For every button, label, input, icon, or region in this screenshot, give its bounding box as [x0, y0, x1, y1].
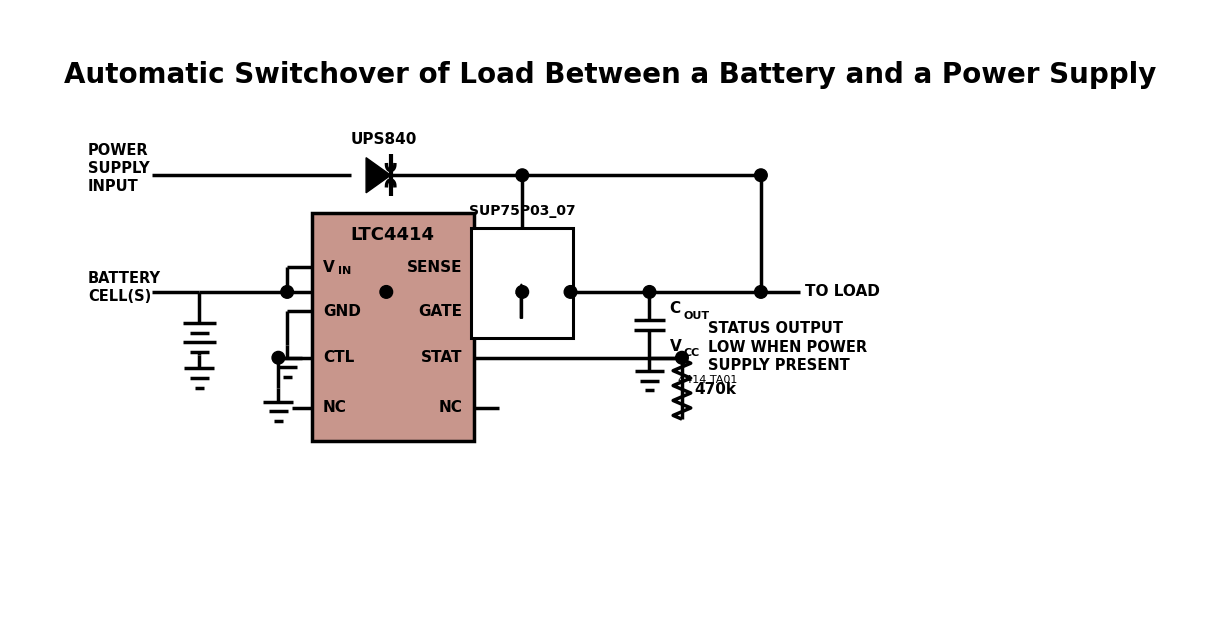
Text: Automatic Switchover of Load Between a Battery and a Power Supply: Automatic Switchover of Load Between a B…	[63, 61, 1157, 89]
Circle shape	[676, 351, 688, 364]
Text: STAT: STAT	[421, 350, 462, 365]
Text: POWER
SUPPLY
INPUT: POWER SUPPLY INPUT	[88, 143, 150, 194]
Circle shape	[379, 285, 393, 298]
Bar	[311, 213, 475, 441]
Text: SUP75P03_07: SUP75P03_07	[468, 204, 576, 218]
Text: 4414 TA01: 4414 TA01	[677, 375, 737, 385]
Text: NC: NC	[439, 400, 462, 415]
Circle shape	[755, 285, 767, 298]
Text: GATE: GATE	[418, 304, 462, 319]
Circle shape	[643, 285, 656, 298]
Text: GND: GND	[323, 304, 361, 319]
Text: C: C	[670, 301, 681, 316]
Bar	[471, 228, 573, 337]
Text: V: V	[323, 260, 334, 275]
Text: OUT: OUT	[683, 310, 710, 321]
Circle shape	[281, 285, 294, 298]
Text: UPS840: UPS840	[350, 132, 417, 147]
Text: LTC4414: LTC4414	[351, 226, 434, 244]
Polygon shape	[366, 157, 390, 193]
Text: TO LOAD: TO LOAD	[805, 284, 880, 300]
Circle shape	[516, 285, 528, 298]
Text: V: V	[670, 339, 682, 354]
Circle shape	[564, 285, 577, 298]
Text: CC: CC	[683, 348, 700, 358]
Text: BATTERY
CELL(S): BATTERY CELL(S)	[88, 271, 161, 304]
Text: NC: NC	[323, 400, 346, 415]
Circle shape	[516, 169, 528, 182]
Text: STATUS OUTPUT
LOW WHEN POWER
SUPPLY PRESENT: STATUS OUTPUT LOW WHEN POWER SUPPLY PRES…	[709, 321, 867, 373]
Text: CTL: CTL	[323, 350, 354, 365]
Text: 470k: 470k	[694, 382, 736, 397]
FancyArrow shape	[516, 284, 527, 318]
Circle shape	[755, 169, 767, 182]
Text: IN: IN	[338, 266, 351, 276]
Circle shape	[272, 351, 284, 364]
Text: SENSE: SENSE	[407, 260, 462, 275]
